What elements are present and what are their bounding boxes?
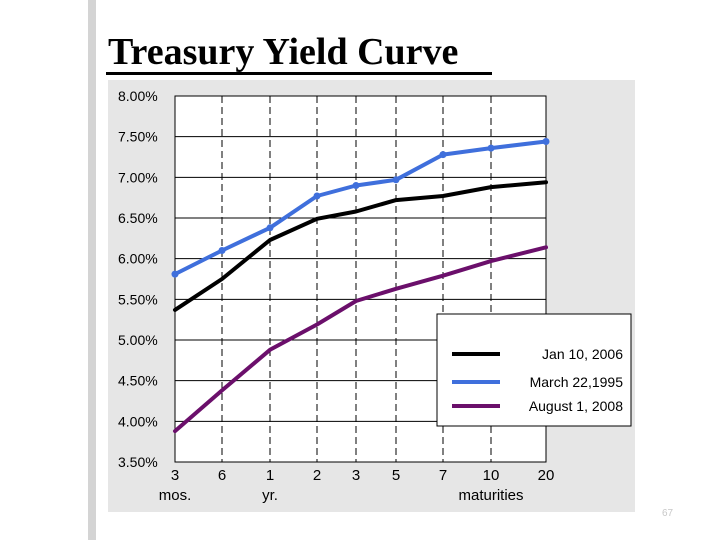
slide-title: Treasury Yield Curve [108, 31, 459, 73]
series-point-1 [352, 182, 360, 189]
y-tick-label: 3.50% [118, 454, 158, 470]
y-tick-label: 8.00% [118, 88, 158, 104]
x-tick-label: 3 [171, 467, 179, 484]
x-tick-sublabel: yr. [262, 487, 278, 504]
page-number: 67 [662, 508, 674, 519]
y-tick-label: 4.00% [118, 413, 158, 429]
x-tick-label: 1 [266, 467, 274, 484]
plot-frame [174, 95, 547, 463]
y-tick-label: 6.00% [118, 251, 158, 267]
title-underline [106, 72, 492, 75]
series-point-1 [542, 138, 550, 145]
legend-label: March 22,1995 [530, 374, 624, 390]
series-point-1 [218, 247, 226, 254]
series-point-1 [439, 151, 447, 159]
series-point-1 [392, 176, 400, 184]
x-tick-label: 10 [483, 467, 500, 484]
x-tick-label: 20 [538, 467, 555, 484]
x-tick-sublabel: mos. [159, 487, 192, 504]
x-tick-label: 6 [218, 467, 226, 484]
x-tick-label: 5 [392, 467, 400, 484]
x-tick-sublabel: maturities [458, 487, 523, 504]
x-tick-label: 7 [439, 467, 447, 484]
series-point-1 [313, 192, 321, 200]
series-point-1 [171, 270, 179, 278]
legend: Jan 10, 2006 March 22,1995 August 1, 2008 [436, 313, 632, 427]
series-line-0 [173, 180, 548, 312]
y-tick-label: 6.50% [118, 210, 158, 226]
y-tick-label: 5.00% [118, 332, 158, 348]
series-point-1 [487, 144, 495, 152]
series-point-1 [266, 224, 274, 232]
x-tick-label: 2 [313, 467, 321, 484]
y-tick-label: 5.50% [118, 291, 158, 307]
y-tick-label: 7.50% [118, 129, 158, 145]
series-line-2 [173, 245, 548, 434]
legend-label: August 1, 2008 [529, 398, 623, 414]
y-tick-label: 4.50% [118, 373, 158, 389]
slide-side-bar [88, 0, 96, 540]
y-tick-label: 7.00% [118, 169, 158, 185]
legend-label: Jan 10, 2006 [542, 346, 623, 362]
x-tick-label: 3 [352, 467, 360, 484]
